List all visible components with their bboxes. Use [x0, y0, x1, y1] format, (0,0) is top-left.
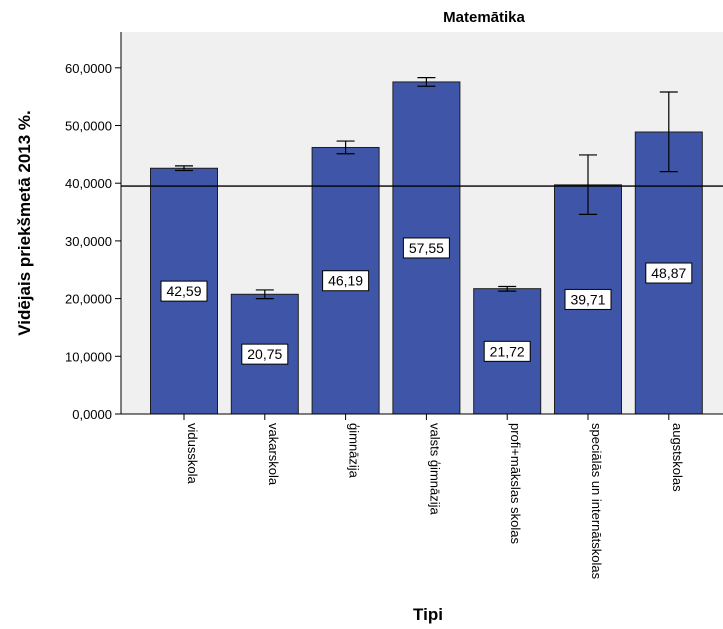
data-label: 42,59: [166, 283, 201, 299]
data-label-box: [160, 280, 208, 302]
data-label-box: [402, 237, 450, 259]
data-label: 46,19: [328, 273, 363, 289]
data-label-box: [564, 288, 612, 310]
data-label-box: [483, 340, 531, 362]
y-tick-label: 60,0000: [65, 61, 112, 76]
chart-title: Matemātika: [443, 9, 525, 26]
x-tick-label: profi+mākslas skolas: [508, 423, 523, 545]
data-label: 48,87: [651, 265, 686, 281]
data-label-box: [645, 262, 693, 284]
data-label-box: [322, 270, 370, 292]
data-label: 39,71: [570, 291, 605, 307]
y-tick-label: 10,0000: [65, 349, 112, 364]
data-label: 20,75: [247, 346, 282, 362]
x-tick-label: speciālās un internātskolas: [589, 423, 604, 580]
x-tick-label: augstskolas: [670, 423, 685, 492]
x-tick-label: ģimnāzija: [347, 423, 362, 479]
y-axis-label: Vidējais priekšmetā 2013 %.: [15, 110, 34, 336]
y-tick-label: 30,0000: [65, 234, 112, 249]
data-label: 21,72: [490, 343, 525, 359]
x-tick-label: valsts ģimnāzija: [427, 423, 442, 516]
data-label-box: [241, 343, 289, 365]
y-tick-label: 50,0000: [65, 119, 112, 134]
y-tick-label: 40,0000: [65, 176, 112, 191]
x-axis-label: Tipi: [413, 605, 443, 624]
y-tick-label: 20,0000: [65, 292, 112, 307]
y-tick-label: 0,0000: [72, 407, 112, 422]
x-tick-label: vakarskola: [266, 423, 281, 486]
x-tick-label: vidusskola: [185, 423, 200, 484]
data-label: 57,55: [409, 240, 444, 256]
